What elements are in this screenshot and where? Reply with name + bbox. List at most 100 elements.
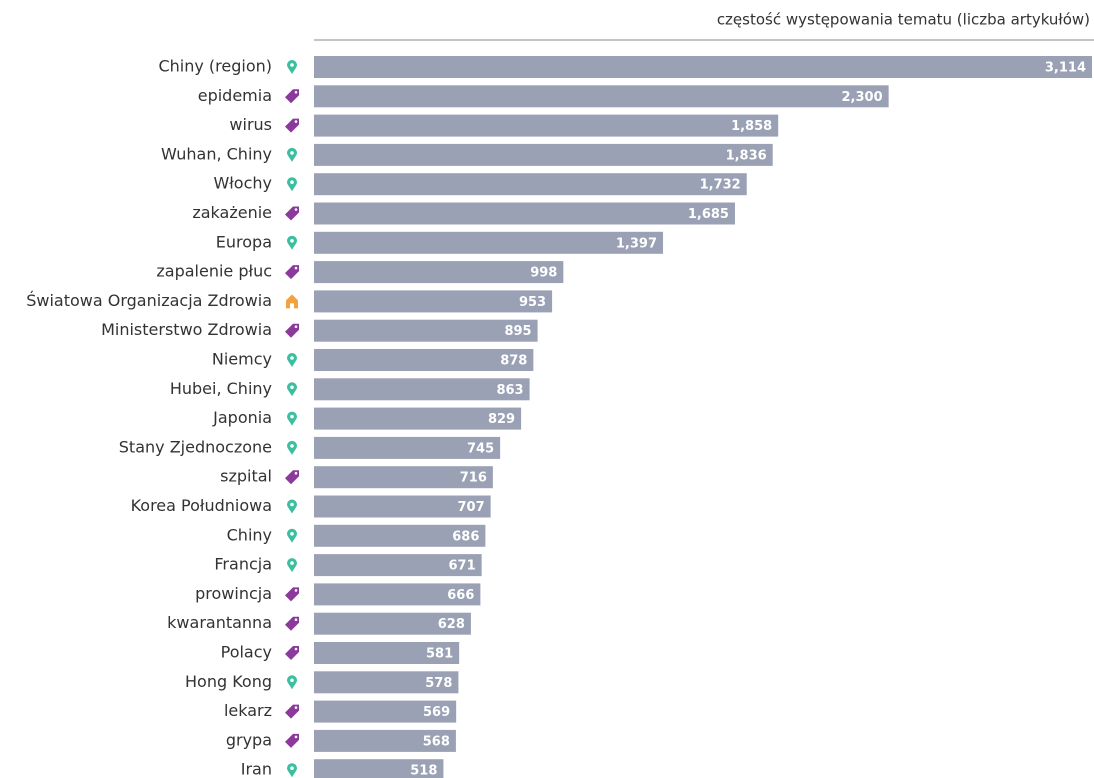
value-label: 2,300 [842, 90, 883, 105]
icon-pin [287, 382, 297, 397]
bar [314, 466, 493, 489]
tag-hole [294, 266, 298, 270]
home-icon [286, 294, 298, 309]
bar [314, 759, 444, 778]
icon-pin [287, 353, 297, 367]
pin-hole [290, 414, 294, 419]
pin-icon [287, 382, 297, 397]
bar [314, 671, 459, 694]
icon-tag [285, 733, 299, 748]
pin-hole [290, 766, 294, 770]
category-label: Wuhan, Chiny [161, 144, 272, 163]
value-label: 671 [449, 559, 476, 574]
category-label: Stany Zjednoczone [119, 437, 272, 456]
icon-tag [285, 470, 299, 485]
icon-tag [285, 323, 299, 338]
value-label: 518 [410, 764, 437, 778]
bar [314, 700, 457, 723]
category-label: Japonia [212, 408, 272, 427]
icon-tag [285, 206, 299, 221]
pin-hole [290, 63, 294, 67]
category-label: lekarz [224, 701, 272, 720]
icon-pin [287, 763, 297, 778]
category-label: szpital [220, 467, 272, 486]
bar [314, 612, 471, 635]
category-label: Europa [216, 232, 272, 251]
bar [314, 407, 522, 430]
bar [314, 56, 1092, 78]
pin-icon [287, 60, 297, 74]
tag-hole [294, 647, 298, 651]
category-label: wirus [229, 115, 272, 134]
icon-pin [287, 440, 297, 455]
category-label: Chiny [227, 525, 272, 544]
category-label: kwarantanna [167, 613, 272, 632]
bar [314, 378, 530, 401]
pin-icon [287, 440, 297, 455]
pin-hole [290, 239, 294, 243]
icon-pin [287, 558, 297, 573]
tag-hole [294, 208, 298, 211]
category-label: grypa [226, 730, 272, 749]
pin-hole [290, 151, 294, 155]
value-label: 745 [467, 441, 494, 456]
icon-pin [287, 411, 297, 426]
tag-hole [294, 91, 298, 94]
icon-pin [287, 499, 297, 514]
bar [314, 554, 482, 577]
icon-pin [287, 528, 297, 543]
pin-icon [287, 411, 297, 426]
bar [314, 173, 747, 196]
bar [314, 261, 564, 284]
tag-hole [294, 706, 298, 709]
axis-label: częstość występowania tematu (liczba art… [717, 11, 1090, 29]
pin-icon [287, 763, 297, 778]
bar [314, 319, 538, 342]
bar [314, 349, 534, 371]
category-label: Ministerstwo Zdrowia [101, 320, 272, 339]
tag-hole [294, 618, 298, 621]
pin-icon [287, 528, 297, 543]
value-label: 1,858 [731, 119, 772, 134]
icon-pin [287, 177, 297, 192]
value-label: 716 [460, 471, 487, 486]
value-label: 666 [447, 588, 474, 603]
bar [314, 114, 779, 137]
icon-tag [285, 704, 299, 719]
category-label: Hubei, Chiny [170, 379, 272, 398]
icon-pin [287, 60, 297, 74]
tag-hole [294, 589, 298, 592]
pin-icon [287, 177, 297, 192]
value-label: 1,732 [700, 178, 741, 193]
pin-hole [290, 678, 294, 683]
category-label: Francja [214, 555, 272, 574]
bar [314, 290, 553, 313]
category-label: Światowa Organizacja Zdrowia [26, 291, 272, 310]
value-label: 1,685 [688, 207, 729, 222]
bar [314, 583, 481, 606]
value-label: 863 [496, 383, 523, 398]
category-label: prowincja [195, 584, 272, 603]
value-label: 1,836 [726, 148, 767, 163]
category-label: zapalenie płuc [156, 262, 272, 281]
category-label: zakażenie [192, 203, 272, 222]
bar [314, 85, 889, 108]
pin-icon [287, 675, 297, 690]
pin-hole [290, 502, 294, 507]
category-label: Włochy [213, 174, 272, 193]
value-label: 707 [457, 500, 484, 515]
icon-pin [287, 147, 297, 162]
pin-icon [287, 499, 297, 514]
value-label: 953 [519, 295, 546, 310]
icon-tag [285, 265, 299, 280]
pin-hole [290, 356, 294, 360]
value-label: 568 [423, 734, 450, 749]
icon-pin [287, 235, 297, 250]
pin-hole [290, 532, 294, 536]
bar [314, 495, 491, 518]
bar [314, 524, 486, 547]
pin-icon [287, 558, 297, 573]
bar [314, 231, 664, 254]
value-label: 878 [500, 354, 527, 369]
